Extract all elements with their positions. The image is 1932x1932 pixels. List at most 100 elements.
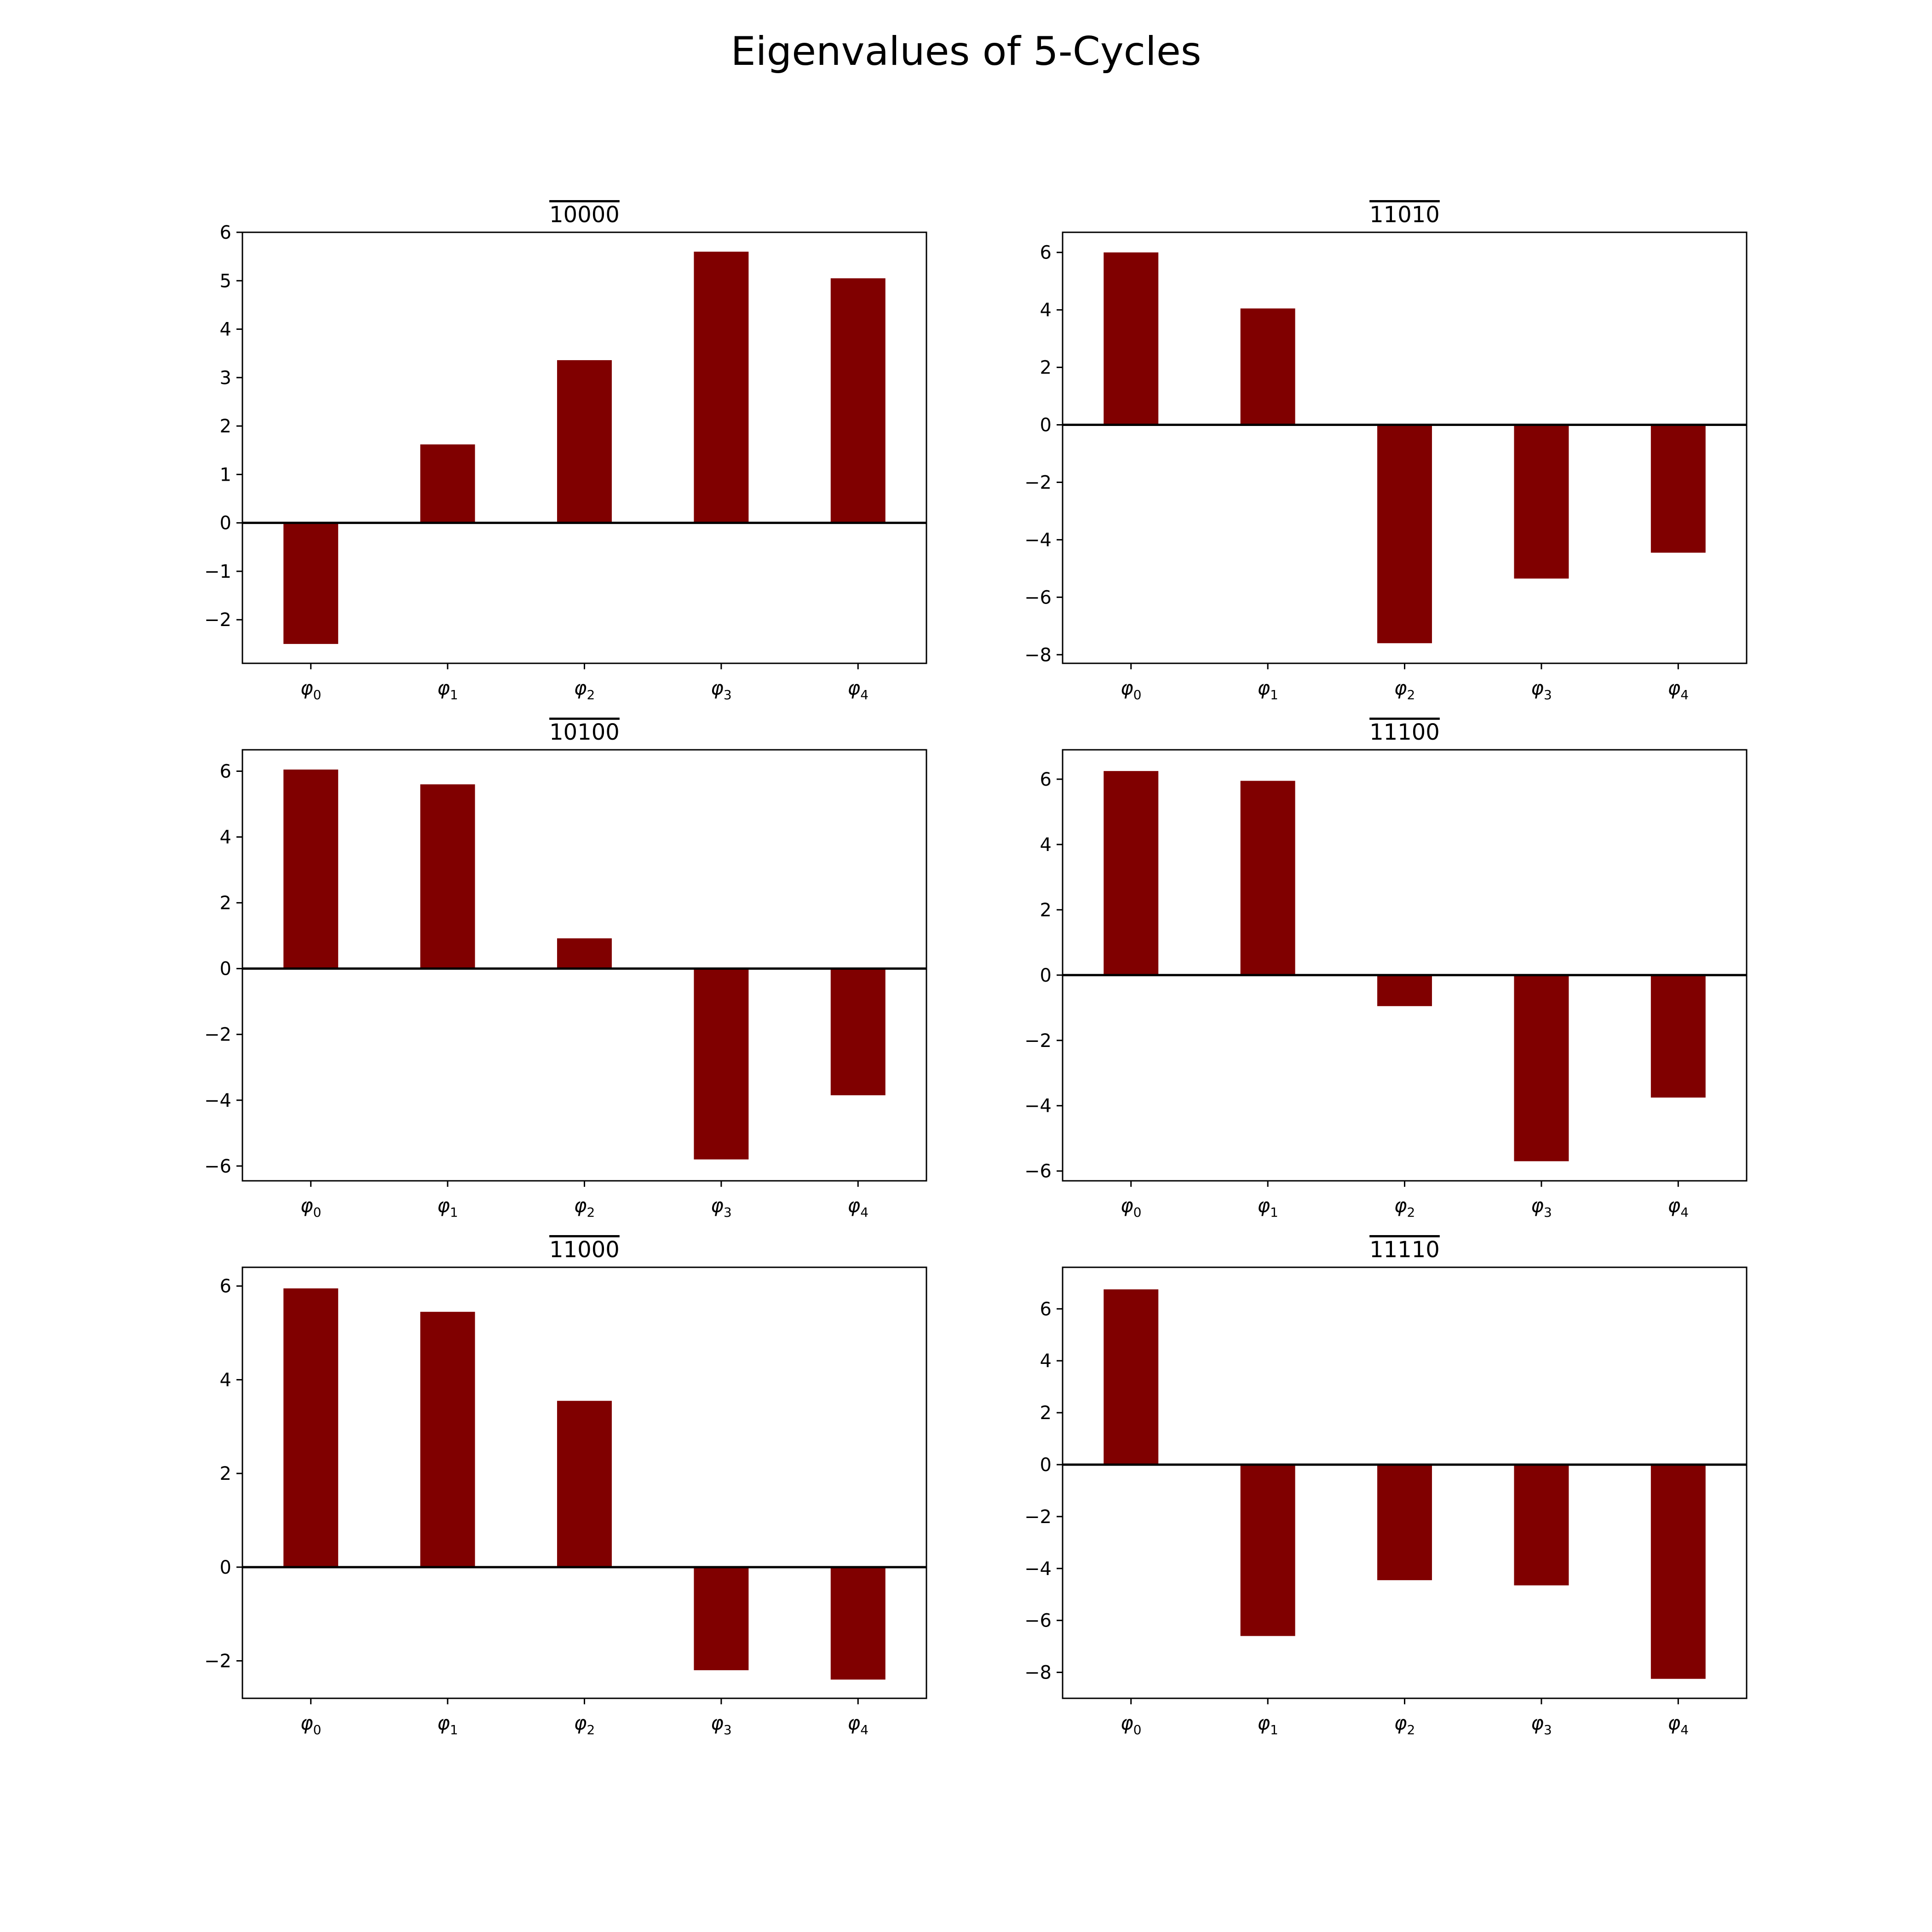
subplot-11110: 11110 −8 −6 −4 −2 0 2 4 6 φ0 φ1 φ2 φ3 φ4 [1024,1237,1748,1737]
y-tick-label: 4 [1040,300,1052,321]
bar-φ1 [1240,1464,1295,1636]
figure-title: Eigenvalues of 5-Cycles [730,29,1202,75]
x-tick-label: φ2 [574,1712,595,1737]
y-tick-label: 2 [220,893,231,914]
subplot-title: 10100 [549,719,620,745]
y-tick-label: 2 [1040,900,1052,921]
subplot-11000: 11000 −2 0 2 4 6 φ0 φ1 φ2 φ3 φ4 [204,1237,927,1737]
y-tick-label: 4 [220,1369,231,1391]
axes-frame [1062,749,1748,1182]
bar-φ0 [283,1288,339,1567]
bar-φ4 [830,968,886,1096]
y-tick-label: −6 [204,1156,231,1177]
y-tick-label: −8 [1024,1662,1052,1684]
bar-φ2 [557,1401,612,1567]
subplot-title: 11110 [1369,1237,1440,1263]
y-tick-label: −4 [1024,529,1052,551]
x-tick-label: φ0 [1121,1194,1142,1220]
y-tick-label: −4 [1024,1096,1052,1117]
subplot-11010: 11010 −8 −6 −4 −2 0 2 4 6 φ0 φ1 φ2 φ3 φ4 [1024,202,1748,702]
x-tick-label: φ4 [848,677,869,702]
bar-φ4 [1650,425,1706,553]
bar-φ2 [1377,1464,1432,1581]
bar-φ0 [283,769,339,969]
bar-φ1 [1240,781,1295,975]
y-tick-label: −2 [1024,1506,1052,1528]
x-tick-label: φ0 [1121,677,1142,702]
bar-φ2 [557,360,612,523]
bar-φ0 [283,523,339,644]
y-tick-label: −2 [204,610,231,631]
y-tick-label: 3 [220,368,231,389]
subplot-11100: 11100 −6 −4 −2 0 2 4 6 φ0 φ1 φ2 φ3 φ4 [1024,719,1748,1220]
axes-frame [242,749,927,1182]
bar-φ4 [1650,1464,1706,1679]
bar-φ1 [1240,308,1295,425]
y-tick-label: −6 [1024,587,1052,608]
bar-φ1 [420,784,475,969]
x-tick-label: φ4 [1668,1194,1689,1220]
x-tick-label: φ0 [300,677,322,702]
subplot-10000: 10000 −2 −1 0 1 2 3 4 5 6 φ0 φ1 φ2 φ3 φ4 [204,202,927,702]
x-tick-label: φ3 [1531,1712,1552,1737]
y-tick-label: 1 [220,464,231,485]
y-tick-label: 6 [220,761,231,782]
x-tick-label: φ2 [1394,677,1415,702]
y-tick-label: 6 [1040,242,1052,264]
x-tick-label: φ2 [1394,1194,1415,1220]
bar-φ0 [1104,252,1159,425]
y-tick-label: 2 [1040,357,1052,379]
axes-frame [1062,231,1748,664]
x-tick-label: φ1 [1257,677,1278,702]
bar-φ2 [1377,425,1432,644]
x-tick-label: φ2 [1394,1712,1415,1737]
x-tick-label: φ1 [437,677,458,702]
x-tick-label: φ3 [711,1712,732,1737]
subplot-10100: 10100 −6 −4 −2 0 2 4 6 φ0 φ1 φ2 φ3 φ4 [204,719,927,1220]
x-tick-label: φ4 [1668,1712,1689,1737]
bar-φ1 [420,1311,475,1567]
x-tick-label: φ3 [711,1194,732,1220]
y-tick-label: 2 [220,1463,231,1484]
subplot-title: 11100 [1369,719,1440,745]
bar-φ1 [420,444,475,523]
y-tick-label: 6 [220,222,231,243]
x-tick-label: φ0 [300,1194,322,1220]
y-tick-label: 0 [1040,1455,1052,1476]
y-tick-label: 0 [220,959,231,980]
y-tick-label: 2 [1040,1403,1052,1424]
bar-φ3 [694,252,749,523]
y-tick-label: 0 [1040,965,1052,986]
y-tick-label: −6 [1024,1610,1052,1632]
bar-φ3 [1514,975,1569,1162]
bar-φ2 [557,938,612,969]
y-tick-label: 0 [1040,415,1052,436]
y-tick-label: 6 [1040,769,1052,790]
x-tick-label: φ2 [574,1194,595,1220]
y-tick-label: 5 [220,270,231,292]
y-tick-label: −2 [204,1024,231,1046]
y-tick-label: −4 [1024,1558,1052,1580]
bar-φ0 [1104,1289,1159,1465]
y-tick-label: 0 [220,513,231,534]
y-tick-label: −6 [1024,1161,1052,1182]
y-tick-label: −2 [204,1651,231,1672]
x-tick-label: φ4 [848,1194,869,1220]
y-tick-label: 4 [220,827,231,848]
y-tick-label: −4 [204,1090,231,1111]
bar-φ4 [830,278,886,523]
y-tick-label: 6 [1040,1299,1052,1320]
subplot-title: 11000 [549,1237,620,1263]
bar-φ3 [694,1567,749,1670]
bar-φ3 [694,968,749,1160]
y-tick-label: −1 [204,561,231,582]
x-tick-label: φ3 [1531,677,1552,702]
bar-φ3 [1514,1464,1569,1586]
y-tick-label: 0 [220,1557,231,1578]
x-tick-label: φ1 [1257,1712,1278,1737]
y-tick-label: 4 [220,319,231,340]
y-tick-label: 2 [220,416,231,437]
x-tick-label: φ4 [848,1712,869,1737]
subplot-title: 11010 [1369,202,1440,228]
x-tick-label: φ2 [574,677,595,702]
